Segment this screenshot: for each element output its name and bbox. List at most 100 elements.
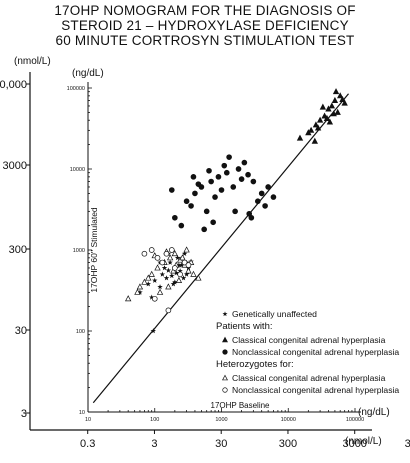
chart-title-line-1: 17OHP NOMOGRAM FOR THE DIAGNOSIS OF xyxy=(54,3,356,18)
data-point-filled-circle xyxy=(195,181,202,187)
data-point-filled-triangle xyxy=(326,118,334,125)
data-point-filled-circle xyxy=(254,198,261,205)
data-point-filled-triangle xyxy=(334,108,341,115)
data-point-filled-circle xyxy=(238,176,245,182)
chart-title-line-3: 60 MINUTE CORTROSYN STIMULATION TEST xyxy=(55,33,355,48)
chart-axes: 10 100 1000 10000 100000 10 100 1000 10000 100000… xyxy=(0,56,410,450)
data-point-open-triangle xyxy=(185,267,192,274)
data-point-open-triangle xyxy=(141,278,148,285)
data-point-filled-circle xyxy=(203,208,210,215)
data-point-filled-circle xyxy=(201,226,207,233)
data-point-filled-circle xyxy=(190,174,197,180)
ngdl-x-tick-label: 100000 xyxy=(346,417,364,423)
nmol-y-tick-label: 30,000 xyxy=(0,79,27,91)
ngdl-y-tick-label: 10000 xyxy=(70,167,85,173)
data-point-filled-triangle xyxy=(337,92,344,99)
data-point-filled-triangle xyxy=(321,112,328,119)
nmol-x-tick-label: 3 xyxy=(151,438,157,450)
data-point-open-triangle xyxy=(156,288,164,295)
data-point-filled-triangle xyxy=(331,96,339,103)
data-point-star xyxy=(176,262,182,268)
nmol-x-tick-label: 30 xyxy=(215,438,227,450)
data-point-star xyxy=(180,275,187,281)
regression-line xyxy=(92,93,349,404)
data-point-star xyxy=(172,279,178,285)
data-point-filled-circle xyxy=(206,167,212,174)
data-point-open-circle xyxy=(168,247,175,253)
data-point-open-triangle xyxy=(179,254,186,261)
data-point-filled-triangle xyxy=(330,110,337,117)
ngdl-y-tick-label: 100000 xyxy=(67,86,85,92)
data-point-star xyxy=(148,294,155,300)
data-point-open-triangle xyxy=(154,264,161,271)
data-point-filled-circle xyxy=(221,162,228,169)
data-point-open-circle xyxy=(185,262,192,268)
legend-symbol-filled-triangle xyxy=(222,336,228,343)
data-point-star xyxy=(173,270,179,276)
ngdl-y-tick-label: 1000 xyxy=(73,248,85,254)
nmol-x-unit: (nmol/L) xyxy=(345,436,382,447)
data-point-filled-circle xyxy=(210,219,216,226)
data-point-star xyxy=(137,289,143,295)
data-point-filled-triangle xyxy=(307,126,315,133)
ngdl-x-tick-label: 10000 xyxy=(281,417,296,423)
data-point-star xyxy=(161,265,168,271)
data-point-star xyxy=(178,262,185,268)
data-point-open-triangle xyxy=(175,276,183,283)
data-point-star xyxy=(145,281,151,287)
data-point-star xyxy=(177,268,183,274)
legend-symbol-open-circle xyxy=(222,387,228,393)
data-point-star xyxy=(170,281,177,287)
data-point-star xyxy=(183,271,190,277)
nmol-y-tick-label: 3 xyxy=(21,408,27,420)
ngdl-x-tick-label: 100 xyxy=(150,417,159,423)
data-point-star xyxy=(165,267,172,273)
legend-label: Classical congenital adrenal hyperplasia xyxy=(232,373,386,383)
data-point-open-circle xyxy=(159,259,166,266)
data-point-filled-triangle xyxy=(325,105,332,112)
data-point-filled-circle xyxy=(183,198,190,205)
data-point-open-triangle xyxy=(148,270,155,277)
data-point-star xyxy=(159,271,166,277)
data-point-filled-circle xyxy=(262,203,268,209)
data-point-filled-triangle xyxy=(311,137,318,144)
data-point-filled-circle xyxy=(250,178,257,185)
data-point-filled-triangle xyxy=(328,102,336,109)
data-point-open-circle xyxy=(172,265,178,271)
ngdl-x-tick-label: 10 xyxy=(85,417,91,423)
x-axis-title: 17OHP Baseline xyxy=(211,401,271,410)
data-point-filled-circle xyxy=(192,190,198,197)
data-point-filled-triangle xyxy=(305,129,312,136)
chart-legend: Genetically unaffected Patients with: Clas… xyxy=(216,309,399,395)
data-point-filled-triangle xyxy=(296,134,304,141)
data-point-open-triangle xyxy=(165,283,172,290)
nmol-x-tick-label: 30,000 xyxy=(405,438,410,450)
data-point-open-triangle xyxy=(171,250,179,257)
data-point-filled-triangle xyxy=(323,114,331,121)
chart-title-line-2: STEROID 21 – HYDROXYLASE DEFICIENCY xyxy=(61,18,349,33)
nmol-y-tick-label: 3000 xyxy=(3,160,27,172)
data-point-star xyxy=(181,250,188,257)
data-point-filled-triangle xyxy=(314,124,322,131)
data-point-star xyxy=(157,284,163,290)
data-point-filled-triangle xyxy=(332,88,340,95)
data-point-filled-circle xyxy=(246,210,253,217)
ngdl-y-tick-label: 10 xyxy=(79,410,85,416)
y-axis-title: 17OHP 60'' Stimulated xyxy=(89,207,99,293)
data-point-star xyxy=(163,275,170,281)
legend-label: Genetically unaffected xyxy=(232,309,317,319)
data-point-open-triangle xyxy=(190,270,197,277)
data-point-filled-circle xyxy=(172,214,178,221)
data-point-open-circle xyxy=(154,255,161,261)
data-point-filled-triangle xyxy=(319,103,327,110)
ngdl-x-tick-label: 1000 xyxy=(215,417,227,423)
data-point-open-triangle xyxy=(145,274,152,281)
data-point-filled-circle xyxy=(258,190,265,197)
data-point-filled-circle xyxy=(230,184,237,190)
data-point-open-circle xyxy=(148,247,155,253)
chart-marks xyxy=(92,88,349,404)
data-point-star xyxy=(152,277,158,283)
data-point-open-circle xyxy=(177,271,183,278)
data-point-filled-circle xyxy=(245,171,251,178)
